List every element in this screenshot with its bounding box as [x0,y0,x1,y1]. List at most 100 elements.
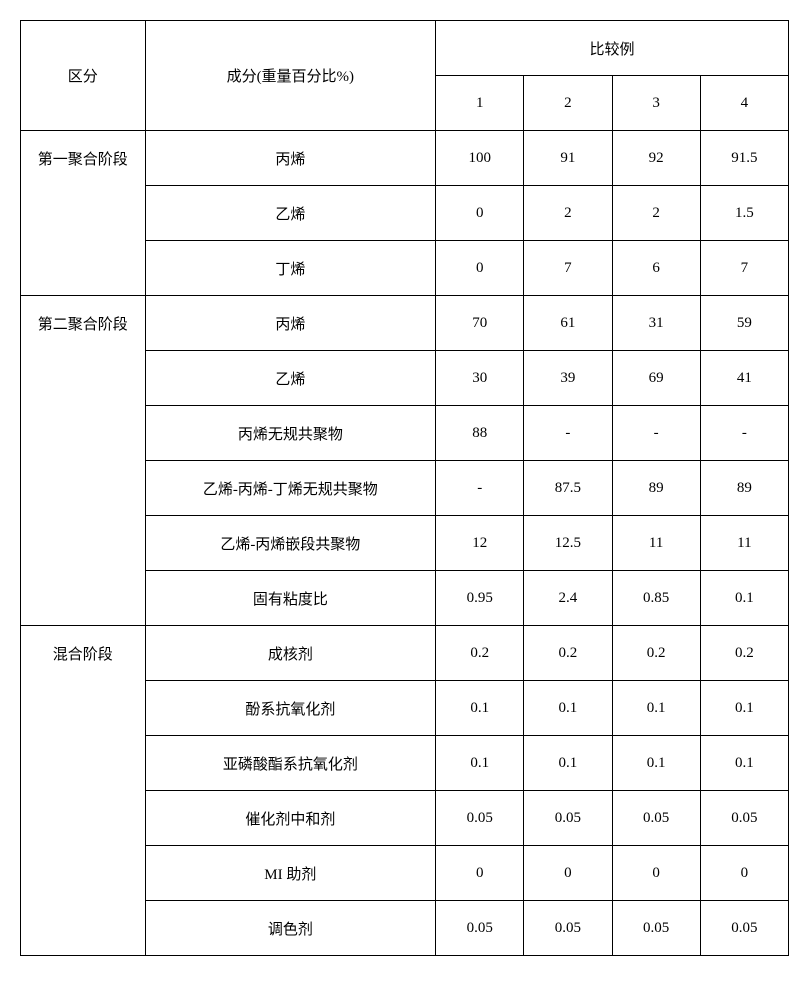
table-row: 丁烯 0 7 6 7 [21,241,789,296]
table-row: 乙烯-丙烯嵌段共聚物 12 12.5 11 11 [21,516,789,571]
cell: - [700,406,788,461]
row-label: 成核剂 [145,626,436,681]
row-label: 调色剂 [145,901,436,956]
cell: 87.5 [524,461,612,516]
header-group: 比较例 [436,21,789,76]
row-label: 固有粘度比 [145,571,436,626]
cell: 0.05 [436,901,524,956]
header-col-4: 4 [700,76,788,131]
cell: 70 [436,296,524,351]
cell: 0.1 [700,736,788,791]
cell: 92 [612,131,700,186]
cell: 0.1 [524,736,612,791]
cell: 41 [700,351,788,406]
section-spacer [21,571,146,626]
row-label: 丙烯 [145,131,436,186]
cell: 0.1 [436,736,524,791]
cell: 2.4 [524,571,612,626]
cell: 59 [700,296,788,351]
cell: 0.2 [524,626,612,681]
cell: 0.05 [436,791,524,846]
section-label-2: 第二聚合阶段 [21,296,146,351]
cell: 0 [700,846,788,901]
cell: 69 [612,351,700,406]
cell: 0 [612,846,700,901]
row-label: 乙烯 [145,186,436,241]
cell: 0.1 [612,681,700,736]
cell: 89 [700,461,788,516]
cell: 2 [612,186,700,241]
cell: 1.5 [700,186,788,241]
cell: 0 [524,846,612,901]
header-component: 成分(重量百分比%) [145,21,436,131]
cell: 7 [700,241,788,296]
row-label: 丙烯 [145,296,436,351]
cell: 39 [524,351,612,406]
table-row: 催化剂中和剂 0.05 0.05 0.05 0.05 [21,791,789,846]
section-spacer [21,241,146,296]
section-spacer [21,681,146,736]
cell: 7 [524,241,612,296]
cell: 0.1 [524,681,612,736]
cell: 91 [524,131,612,186]
table-header-row: 区分 成分(重量百分比%) 比较例 [21,21,789,76]
cell: - [436,461,524,516]
table-row: 乙烯 30 39 69 41 [21,351,789,406]
cell: 12 [436,516,524,571]
row-label: 催化剂中和剂 [145,791,436,846]
cell: 0.2 [436,626,524,681]
cell: 0 [436,186,524,241]
cell: 91.5 [700,131,788,186]
cell: 0.2 [612,626,700,681]
section-spacer [21,351,146,406]
cell: 61 [524,296,612,351]
table-row: 第一聚合阶段 丙烯 100 91 92 91.5 [21,131,789,186]
header-col-3: 3 [612,76,700,131]
composition-table: 区分 成分(重量百分比%) 比较例 1 2 3 4 第一聚合阶段 丙烯 100 … [20,20,789,956]
table-row: 丙烯无规共聚物 88 - - - [21,406,789,461]
cell: 88 [436,406,524,461]
cell: 0.85 [612,571,700,626]
cell: 11 [700,516,788,571]
row-label: 乙烯-丙烯-丁烯无规共聚物 [145,461,436,516]
cell: 0.05 [700,901,788,956]
row-label: MI 助剂 [145,846,436,901]
cell: 0 [436,241,524,296]
cell: 12.5 [524,516,612,571]
row-label: 乙烯-丙烯嵌段共聚物 [145,516,436,571]
cell: 11 [612,516,700,571]
table-row: 混合阶段 成核剂 0.2 0.2 0.2 0.2 [21,626,789,681]
cell: 0.1 [436,681,524,736]
header-col-1: 1 [436,76,524,131]
table-row: 固有粘度比 0.95 2.4 0.85 0.1 [21,571,789,626]
cell: 31 [612,296,700,351]
section-spacer [21,791,146,846]
cell: 100 [436,131,524,186]
section-label-1: 第一聚合阶段 [21,131,146,186]
cell: 0.05 [612,791,700,846]
row-label: 丙烯无规共聚物 [145,406,436,461]
section-label-3: 混合阶段 [21,626,146,681]
section-spacer [21,186,146,241]
cell: 0.05 [612,901,700,956]
section-spacer [21,901,146,956]
table-row: 调色剂 0.05 0.05 0.05 0.05 [21,901,789,956]
cell: 6 [612,241,700,296]
table-row: MI 助剂 0 0 0 0 [21,846,789,901]
cell: 0.05 [524,791,612,846]
cell: 0.1 [612,736,700,791]
row-label: 亚磷酸酯系抗氧化剂 [145,736,436,791]
row-label: 酚系抗氧化剂 [145,681,436,736]
table-row: 亚磷酸酯系抗氧化剂 0.1 0.1 0.1 0.1 [21,736,789,791]
row-label: 丁烯 [145,241,436,296]
section-spacer [21,736,146,791]
cell: 0 [436,846,524,901]
table-row: 第二聚合阶段 丙烯 70 61 31 59 [21,296,789,351]
section-spacer [21,406,146,461]
cell: 0.05 [700,791,788,846]
table-row: 乙烯 0 2 2 1.5 [21,186,789,241]
section-spacer [21,516,146,571]
cell: 0.95 [436,571,524,626]
table-row: 酚系抗氧化剂 0.1 0.1 0.1 0.1 [21,681,789,736]
section-spacer [21,461,146,516]
